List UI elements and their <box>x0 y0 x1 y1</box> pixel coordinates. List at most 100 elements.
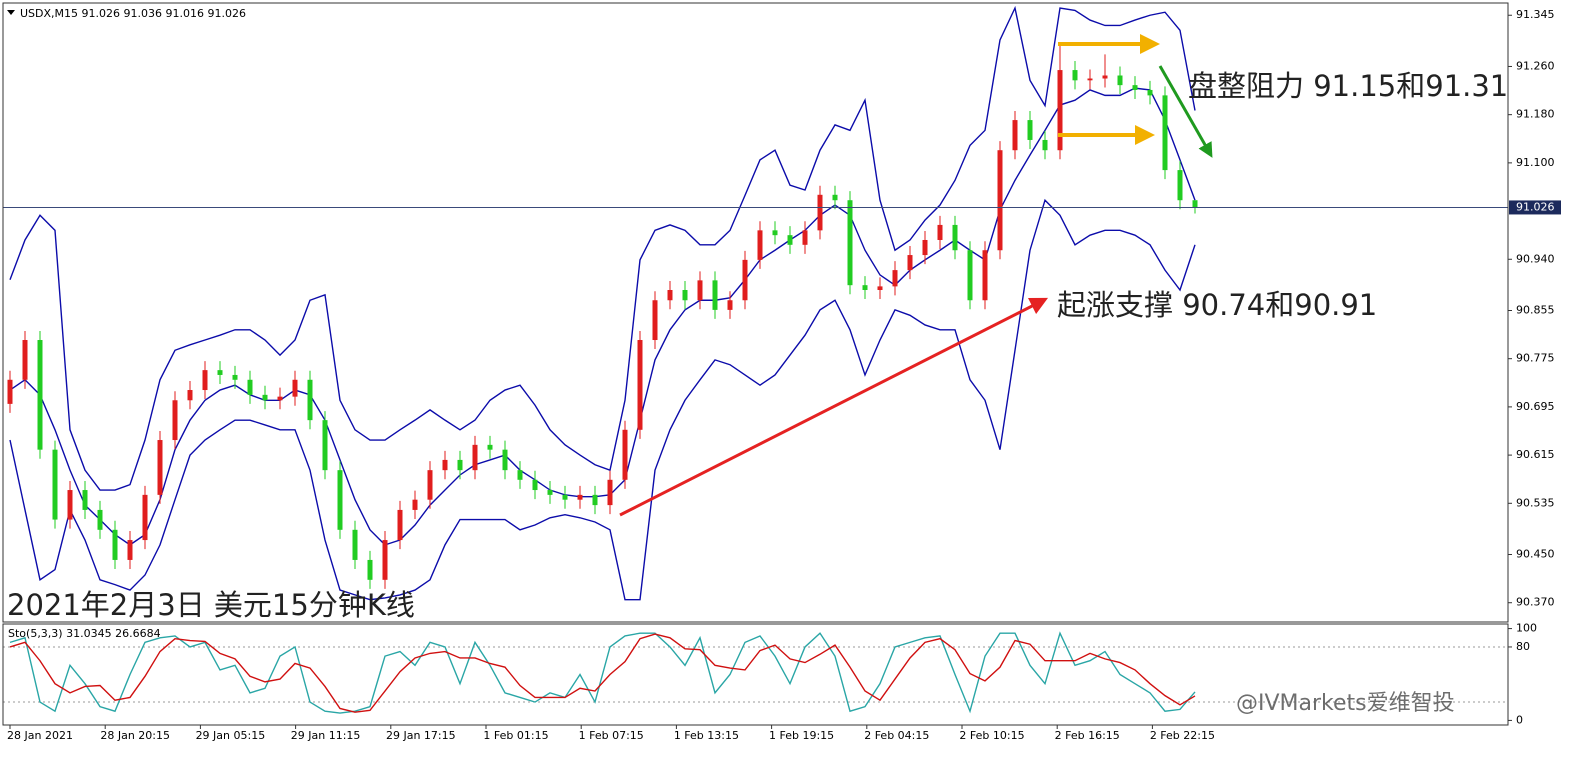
candle-body <box>142 494 148 541</box>
candle-body <box>1132 85 1138 90</box>
oscillator-panel: 100 80 0 <box>3 622 1537 726</box>
y-tick-label: 91.100 <box>1516 156 1555 169</box>
y-tick-label: 90.855 <box>1516 303 1555 316</box>
candle-body <box>172 400 178 441</box>
candle-body <box>157 440 163 495</box>
y-tick-label: 91.260 <box>1516 59 1555 72</box>
y-tick-label: 90.450 <box>1516 548 1555 561</box>
candle-body <box>847 200 853 286</box>
last-price-box <box>1509 200 1561 215</box>
watermark: @IVMarkets爱维智投 <box>1236 691 1455 716</box>
annotation: 起涨支撑 90.74和90.91 <box>1057 288 1377 322</box>
bollinger-band <box>9 5 1196 491</box>
x-tick-label: 2 Feb 16:15 <box>1055 729 1120 742</box>
y-tick-label: 90.370 <box>1516 596 1555 609</box>
candle-body <box>532 479 538 491</box>
candle-body <box>637 340 643 430</box>
candle-body <box>517 470 523 480</box>
candle-body <box>727 300 733 310</box>
candle-body <box>337 470 343 530</box>
candle-body <box>1102 75 1108 79</box>
candle-body <box>1057 70 1063 151</box>
x-tick-label: 1 Feb 01:15 <box>483 729 548 742</box>
candle-body <box>82 490 88 510</box>
candle-body <box>937 224 943 240</box>
candle-body <box>262 394 268 401</box>
candle-body <box>982 250 988 301</box>
candle-body <box>202 370 208 391</box>
x-tick-label: 28 Jan 2021 <box>7 729 73 742</box>
support-arrow <box>619 297 1049 517</box>
candle-body <box>97 509 103 530</box>
candle-body <box>682 290 688 301</box>
candle-body <box>322 420 328 471</box>
candle-body <box>247 379 253 395</box>
candle-body <box>1117 75 1123 86</box>
candle-body <box>742 259 748 301</box>
candle-body <box>37 340 43 450</box>
candle-body <box>1027 120 1033 140</box>
annotation: 盘整阻力 91.15和91.31 <box>1188 69 1508 103</box>
candle-body <box>187 390 193 401</box>
x-tick-label: 2 Feb 22:15 <box>1150 729 1215 742</box>
candle-body <box>922 239 928 256</box>
x-tick-label: 29 Jan 11:15 <box>291 729 361 742</box>
y-tick-label: 91.180 <box>1516 108 1555 121</box>
candle-body <box>877 286 883 291</box>
x-tick-label: 1 Feb 07:15 <box>579 729 644 742</box>
candle-body <box>907 255 913 271</box>
candle-body <box>787 235 793 245</box>
y-tick-label: 90.535 <box>1516 496 1555 509</box>
chart-title: USDX,M15 91.026 91.036 91.016 91.026 <box>20 7 246 20</box>
collapse-icon <box>7 10 15 15</box>
candle-body <box>577 494 583 500</box>
candle-body <box>487 444 493 450</box>
candle-body <box>952 224 958 251</box>
candle-body <box>967 250 973 301</box>
y-tick-label: 90.615 <box>1516 448 1555 461</box>
candle-body <box>277 396 283 401</box>
candle-body <box>457 459 463 471</box>
candle-body <box>547 490 553 495</box>
candle-body <box>802 230 808 245</box>
trend-arrow <box>1158 65 1213 158</box>
y-tick-label: 100 <box>1516 622 1537 635</box>
annotation: 2021年2月3日 美元15分钟K线 <box>7 588 415 622</box>
bollinger-band <box>9 198 1196 601</box>
candle-body <box>607 479 613 506</box>
candle-body <box>292 379 298 397</box>
candle-body <box>892 270 898 287</box>
candle-body <box>772 230 778 236</box>
candle-body <box>52 449 58 520</box>
candle-body <box>697 280 703 301</box>
candle-body <box>397 509 403 541</box>
candle-body <box>1012 120 1018 151</box>
candle-body <box>382 540 388 580</box>
candle-body <box>67 490 73 520</box>
x-tick-label: 29 Jan 05:15 <box>196 729 266 742</box>
candle-body <box>1177 170 1183 201</box>
candle-body <box>412 499 418 510</box>
y-tick-label: 91.345 <box>1516 8 1555 21</box>
candle-body <box>217 370 223 375</box>
oscillator-line <box>9 631 1196 714</box>
x-tick-label: 29 Jan 17:15 <box>386 729 456 742</box>
candle-body <box>22 340 28 380</box>
candle-body <box>112 529 118 560</box>
last-price-label: 91.026 <box>1516 200 1555 213</box>
y-tick-label: 90.940 <box>1516 252 1555 265</box>
x-tick-label: 2 Feb 04:15 <box>864 729 929 742</box>
candle-body <box>1147 89 1153 96</box>
candle-body <box>7 379 13 404</box>
oscillator-frame <box>2 623 1509 726</box>
candle-body <box>562 494 568 500</box>
candle-body <box>862 285 868 291</box>
candle-body <box>307 379 313 421</box>
oscillator-title: Sto(5,3,3) 31.0345 26.6684 <box>8 627 161 640</box>
x-tick-label: 28 Jan 20:15 <box>100 729 170 742</box>
y-tick-label: 90.695 <box>1516 400 1555 413</box>
x-tick-label: 2 Feb 10:15 <box>959 729 1024 742</box>
candle-body <box>1042 139 1048 151</box>
candle-body <box>1087 78 1093 81</box>
